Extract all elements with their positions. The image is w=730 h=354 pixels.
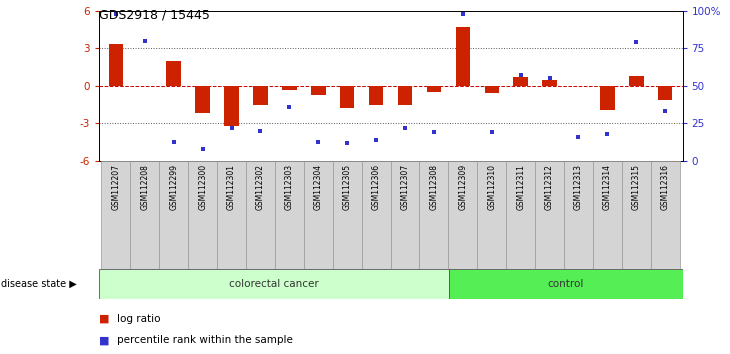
Bar xyxy=(658,86,672,99)
Bar xyxy=(159,161,188,269)
Point xyxy=(110,11,122,17)
Text: disease state ▶: disease state ▶ xyxy=(1,279,77,289)
Bar xyxy=(224,86,239,126)
Point xyxy=(283,104,295,110)
Bar xyxy=(513,77,528,86)
Bar xyxy=(99,269,449,299)
Point xyxy=(544,75,556,81)
Point xyxy=(399,125,411,131)
Text: GSM112301: GSM112301 xyxy=(227,164,236,210)
Point xyxy=(659,109,671,114)
Point xyxy=(515,73,526,78)
Bar xyxy=(304,161,333,269)
Bar xyxy=(340,86,354,108)
Bar xyxy=(391,161,420,269)
Text: GDS2918 / 15445: GDS2918 / 15445 xyxy=(99,9,210,22)
Bar xyxy=(131,161,159,269)
Bar xyxy=(427,86,441,92)
Bar xyxy=(535,161,564,269)
Text: GSM112311: GSM112311 xyxy=(516,164,525,210)
Bar xyxy=(253,86,268,105)
Bar xyxy=(420,161,448,269)
Text: GSM112306: GSM112306 xyxy=(372,164,380,210)
Bar xyxy=(593,161,622,269)
Bar xyxy=(109,45,123,86)
Point xyxy=(486,130,498,135)
Point xyxy=(255,128,266,134)
Bar xyxy=(477,161,506,269)
Text: GSM112307: GSM112307 xyxy=(401,164,410,210)
Point xyxy=(197,146,209,152)
Point xyxy=(226,125,237,131)
Bar xyxy=(650,161,680,269)
Bar xyxy=(485,86,499,93)
Text: percentile rank within the sample: percentile rank within the sample xyxy=(117,335,293,345)
Text: GSM112314: GSM112314 xyxy=(603,164,612,210)
Text: GSM112303: GSM112303 xyxy=(285,164,294,210)
Bar xyxy=(188,161,217,269)
Text: GSM112315: GSM112315 xyxy=(631,164,641,210)
Text: GSM112310: GSM112310 xyxy=(487,164,496,210)
Text: GSM112207: GSM112207 xyxy=(112,164,120,210)
Bar xyxy=(361,161,391,269)
Bar xyxy=(600,86,615,110)
Bar xyxy=(629,76,644,86)
Text: control: control xyxy=(548,279,584,289)
Text: GSM112305: GSM112305 xyxy=(342,164,352,210)
Text: ■: ■ xyxy=(99,335,109,345)
Text: GSM112304: GSM112304 xyxy=(314,164,323,210)
Bar xyxy=(196,86,210,113)
Point xyxy=(457,11,469,17)
Bar xyxy=(456,27,470,86)
Point xyxy=(370,137,382,143)
Bar xyxy=(246,161,275,269)
Bar xyxy=(369,86,383,105)
Bar xyxy=(275,161,304,269)
Text: GSM112312: GSM112312 xyxy=(545,164,554,210)
Point xyxy=(428,130,439,135)
Bar xyxy=(448,161,477,269)
Bar xyxy=(506,161,535,269)
Text: log ratio: log ratio xyxy=(117,314,161,324)
Text: GSM112299: GSM112299 xyxy=(169,164,178,210)
Point xyxy=(572,134,584,140)
Text: GSM112313: GSM112313 xyxy=(574,164,583,210)
Text: GSM112208: GSM112208 xyxy=(140,164,150,210)
Bar xyxy=(398,86,412,105)
Text: GSM112302: GSM112302 xyxy=(256,164,265,210)
Bar xyxy=(333,161,361,269)
Bar xyxy=(311,86,326,95)
Text: GSM112308: GSM112308 xyxy=(429,164,439,210)
Point xyxy=(631,39,642,45)
Text: GSM112316: GSM112316 xyxy=(661,164,669,210)
Bar xyxy=(217,161,246,269)
Point xyxy=(139,38,150,44)
Point xyxy=(312,139,324,144)
Bar xyxy=(101,161,131,269)
Text: GSM112309: GSM112309 xyxy=(458,164,467,210)
Point xyxy=(168,139,180,144)
Bar xyxy=(282,86,296,90)
Bar xyxy=(622,161,650,269)
Text: ■: ■ xyxy=(99,314,109,324)
Bar xyxy=(564,161,593,269)
Bar xyxy=(542,80,557,86)
Text: GSM112300: GSM112300 xyxy=(198,164,207,210)
Point xyxy=(602,131,613,137)
Point xyxy=(342,140,353,146)
Text: colorectal cancer: colorectal cancer xyxy=(229,279,318,289)
Bar xyxy=(449,269,683,299)
Bar xyxy=(166,61,181,86)
